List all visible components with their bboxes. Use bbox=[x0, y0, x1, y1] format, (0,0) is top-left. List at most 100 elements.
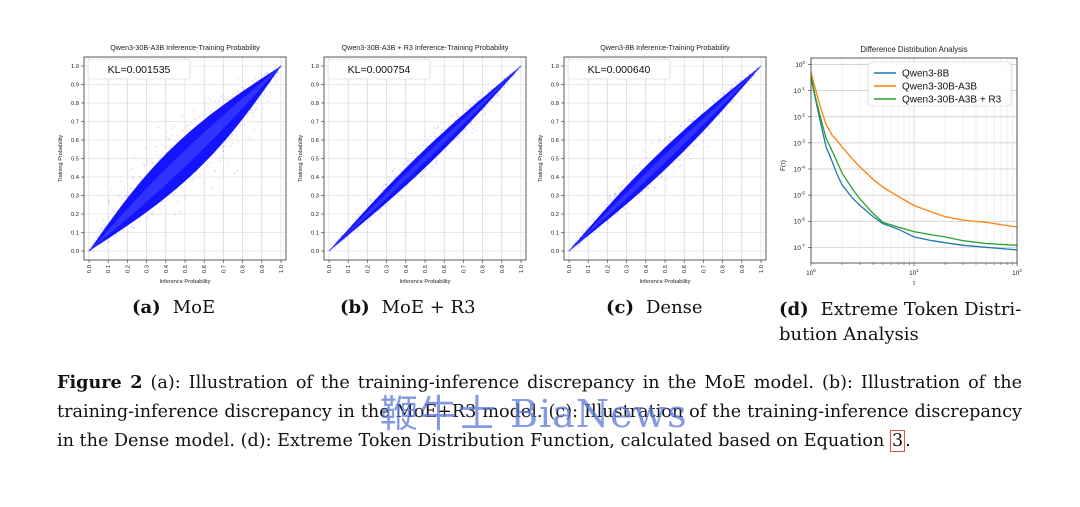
scatter-point bbox=[121, 197, 123, 200]
scatter-point bbox=[229, 144, 232, 147]
panel-title: Qwen3-8B Inference-Training Probability bbox=[600, 43, 730, 52]
figure-panels: Qwen3-30B-A3B Inference-Training Probabi… bbox=[58, 43, 1022, 287]
scatter-point bbox=[426, 145, 428, 147]
scatter-point bbox=[407, 160, 409, 163]
scatter-point bbox=[121, 201, 124, 204]
scatter-point bbox=[151, 161, 154, 164]
scatter-point bbox=[466, 128, 469, 131]
scatter-point bbox=[187, 124, 190, 126]
scatter-point bbox=[241, 86, 244, 89]
scatter-point bbox=[166, 198, 169, 200]
scatter-point bbox=[262, 107, 265, 110]
scatter-point bbox=[95, 236, 98, 239]
scatter-point bbox=[222, 150, 225, 152]
scatter-point bbox=[610, 200, 613, 202]
scatter-point bbox=[469, 122, 472, 125]
scatter-point bbox=[496, 94, 499, 97]
scatter-point bbox=[251, 106, 253, 109]
scatter-point bbox=[490, 100, 493, 103]
scatter-point bbox=[380, 211, 382, 214]
scatter-point bbox=[169, 134, 172, 137]
scatter-point bbox=[469, 103, 472, 106]
scatter-point bbox=[607, 222, 610, 225]
scatter-point bbox=[130, 225, 133, 228]
scatter-point bbox=[104, 225, 107, 228]
scatter-point bbox=[598, 226, 601, 229]
y-tick-label: 0.5 bbox=[71, 157, 79, 163]
x-tick-label: 0.6 bbox=[202, 265, 208, 273]
scatter-point bbox=[224, 141, 227, 144]
scatter-point bbox=[433, 126, 436, 129]
scatter-point bbox=[385, 203, 388, 206]
scatter-panel-1: Qwen3-30B-A3B Inference-Training Probabi… bbox=[58, 43, 287, 285]
panel-title: Qwen3-30B-A3B Inference-Training Probabi… bbox=[110, 43, 260, 52]
scatter-point bbox=[227, 99, 230, 101]
scatter-point bbox=[133, 156, 136, 159]
scatter-point bbox=[464, 128, 467, 131]
scatter-point bbox=[247, 111, 250, 114]
scatter-point bbox=[394, 175, 397, 178]
y-tick-label: 10-2 bbox=[794, 112, 806, 121]
watermark: 鞭牛士 BiaNews bbox=[380, 392, 688, 436]
scatter-point bbox=[613, 195, 616, 198]
kl-annotation: KL=0.001535 bbox=[108, 64, 171, 76]
scatter-point bbox=[101, 228, 103, 230]
scatter-point bbox=[264, 71, 267, 74]
scatter-point bbox=[214, 170, 216, 172]
x-tick-label: 0.5 bbox=[423, 265, 429, 273]
scatter-point bbox=[465, 108, 468, 111]
y-tick-label: 0.6 bbox=[71, 138, 79, 144]
scatter-point bbox=[368, 197, 371, 200]
scatter-point bbox=[161, 151, 164, 154]
scatter-point bbox=[708, 134, 711, 137]
scatter-point bbox=[653, 186, 656, 189]
scatter-point bbox=[346, 236, 349, 239]
scatter-point bbox=[441, 129, 444, 132]
scatter-point bbox=[108, 200, 110, 203]
y-tick-label: 10-5 bbox=[794, 191, 806, 200]
x-tick-label: 1.0 bbox=[279, 265, 285, 273]
scatter-point bbox=[160, 203, 163, 206]
scatter-point bbox=[151, 213, 154, 216]
scatter-point bbox=[233, 172, 236, 175]
scatter-point bbox=[100, 228, 103, 231]
scatter-point bbox=[696, 143, 698, 146]
x-tick-label: 0.8 bbox=[241, 265, 247, 273]
scatter-point bbox=[457, 141, 460, 144]
scatter-point bbox=[244, 124, 246, 127]
scatter-point bbox=[741, 87, 744, 90]
scatter-point bbox=[263, 74, 266, 77]
scatter-point bbox=[733, 80, 736, 83]
scatter-point bbox=[691, 120, 694, 123]
x-tick-label: 0.9 bbox=[500, 265, 506, 273]
scatter-point bbox=[435, 127, 438, 130]
scatter-point bbox=[393, 167, 396, 170]
scatter-point bbox=[174, 213, 177, 216]
y-tick-label: 0.7 bbox=[311, 120, 319, 126]
scatter-point bbox=[154, 154, 157, 157]
y-tick-label: 10-3 bbox=[794, 138, 806, 147]
scatter-point bbox=[151, 162, 154, 165]
scatter-point bbox=[252, 112, 254, 114]
scatter-point bbox=[651, 142, 654, 144]
scatter-point bbox=[354, 218, 357, 220]
scatter-point bbox=[718, 113, 721, 116]
scatter-point bbox=[502, 78, 505, 81]
scatter-point bbox=[132, 176, 134, 179]
scatter-point bbox=[444, 149, 447, 152]
scatter-point bbox=[222, 145, 225, 148]
equation-ref-link[interactable]: 3 bbox=[889, 430, 906, 452]
scatter-point bbox=[118, 195, 121, 198]
scatter-point bbox=[464, 132, 467, 135]
scatter-point bbox=[631, 168, 634, 171]
scatter-point bbox=[108, 240, 111, 243]
scatter-point bbox=[168, 147, 171, 149]
scatter-point bbox=[482, 91, 485, 94]
scatter-point bbox=[729, 87, 732, 90]
y-tick-label: 0.5 bbox=[311, 157, 319, 163]
scatter-point bbox=[730, 84, 733, 87]
scatter-point bbox=[748, 73, 751, 76]
y-tick-label: 10-4 bbox=[794, 164, 806, 173]
scatter-point bbox=[731, 100, 734, 103]
scatter-point bbox=[742, 75, 744, 78]
